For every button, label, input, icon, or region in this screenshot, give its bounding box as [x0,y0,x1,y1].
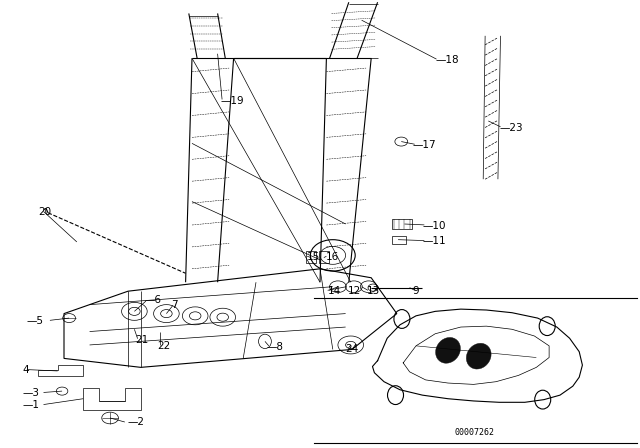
Text: 21: 21 [135,335,148,345]
Text: 00007262: 00007262 [455,428,495,437]
Text: —11: —11 [422,237,446,246]
Text: —18: —18 [435,56,459,65]
Text: —6: —6 [145,295,162,305]
Text: 9: 9 [413,286,419,296]
Ellipse shape [436,337,460,363]
Text: —2: —2 [128,418,145,427]
Text: —23: —23 [499,123,523,133]
Text: —5: —5 [26,316,44,326]
Text: 4: 4 [22,366,29,375]
Text: —1: —1 [22,401,40,410]
Text: 15: 15 [307,252,320,262]
Text: 24: 24 [346,345,359,354]
Ellipse shape [467,343,491,369]
Text: 16: 16 [326,252,339,262]
Bar [319,251,329,263]
Text: —10: —10 [422,221,446,231]
Text: —17: —17 [413,140,436,150]
Text: 14: 14 [328,286,341,296]
Text: 22: 22 [157,341,170,351]
Text: —3: —3 [22,388,40,398]
Text: —8: —8 [267,342,284,352]
Bar [306,251,316,263]
Text: 7: 7 [172,300,178,310]
Bar [392,219,412,229]
Text: 13: 13 [367,286,380,296]
Bar [392,236,406,244]
Text: 20: 20 [38,207,52,217]
Text: 12: 12 [348,286,361,296]
Text: —19: —19 [221,96,244,106]
